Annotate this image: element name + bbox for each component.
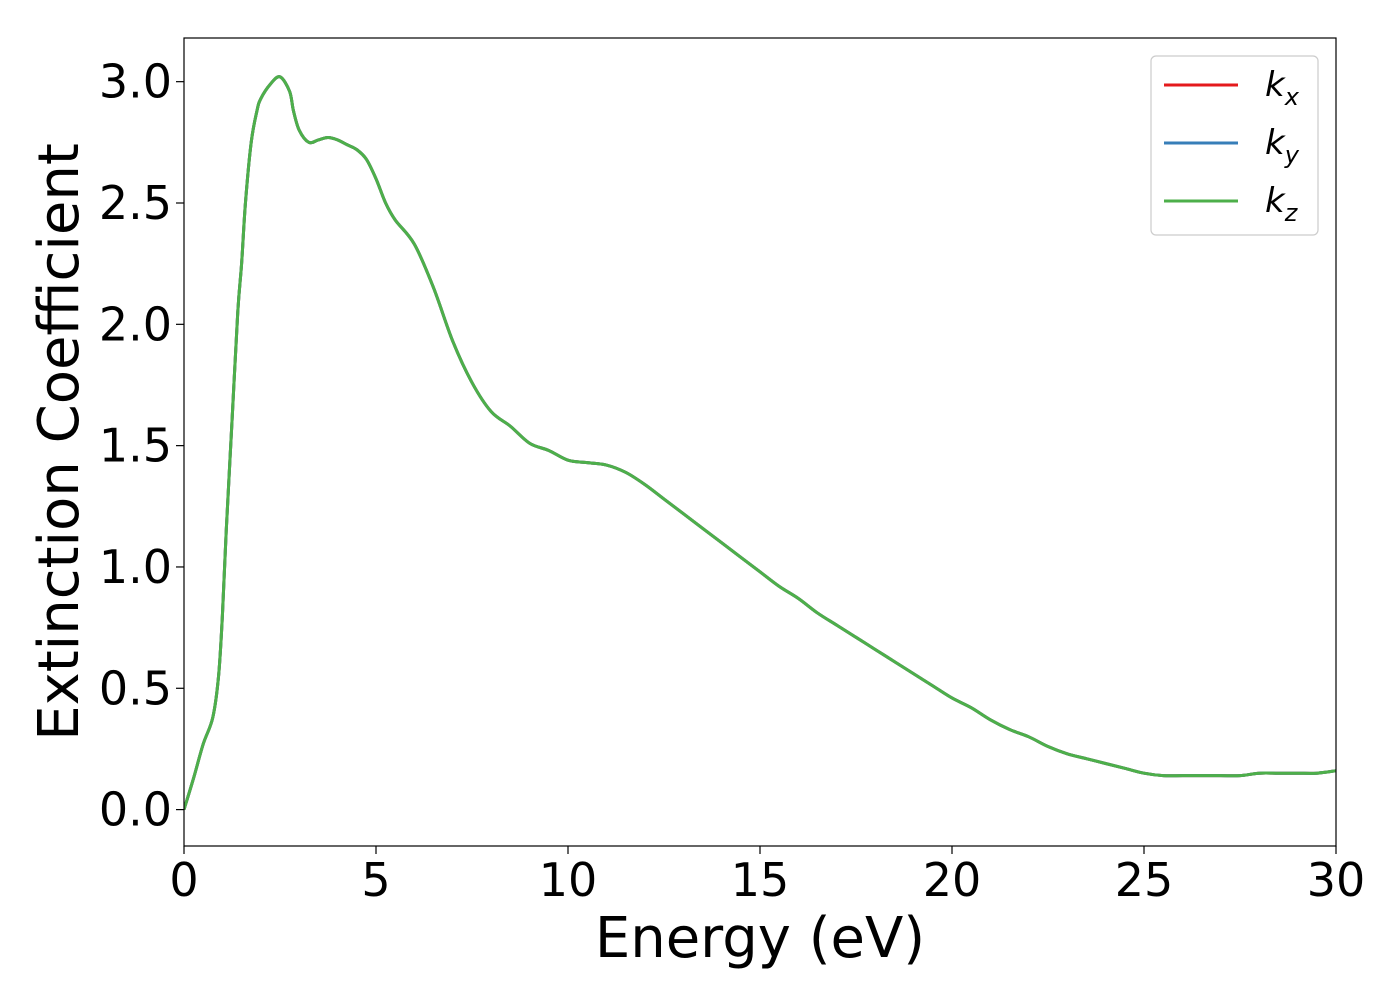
x-tick-label: 15	[731, 853, 790, 907]
legend-label-kz: kz	[1265, 181, 1299, 227]
x-tick-label: 5	[361, 853, 390, 907]
y-tick-label: 0.5	[99, 661, 172, 715]
x-tick-label: 25	[1115, 853, 1174, 907]
y-tick-label: 0.0	[99, 783, 172, 837]
y-axis: 0.0 0.5 1.0 1.5 2.0 2.5 3.0	[99, 55, 184, 837]
series-line-kz	[184, 75, 1336, 811]
legend-box	[1150, 55, 1319, 236]
y-tick-label: 1.0	[99, 540, 172, 594]
x-tick-label: 30	[1307, 853, 1366, 907]
y-tick-label: 2.0	[99, 297, 172, 351]
x-tick-label: 10	[539, 853, 598, 907]
x-tick-label: 20	[923, 853, 982, 907]
y-tick-label: 1.5	[99, 419, 172, 473]
y-tick-label: 2.5	[99, 176, 172, 230]
series-layer	[184, 75, 1336, 811]
y-tick-label: 3.0	[99, 55, 172, 109]
x-axis: 0 5 10 15 20 25 30	[169, 846, 1365, 907]
x-tick-label: 0	[169, 853, 198, 907]
y-axis-title: Extinction Coefficient	[27, 143, 92, 741]
x-axis-title: Energy (eV)	[595, 906, 925, 971]
